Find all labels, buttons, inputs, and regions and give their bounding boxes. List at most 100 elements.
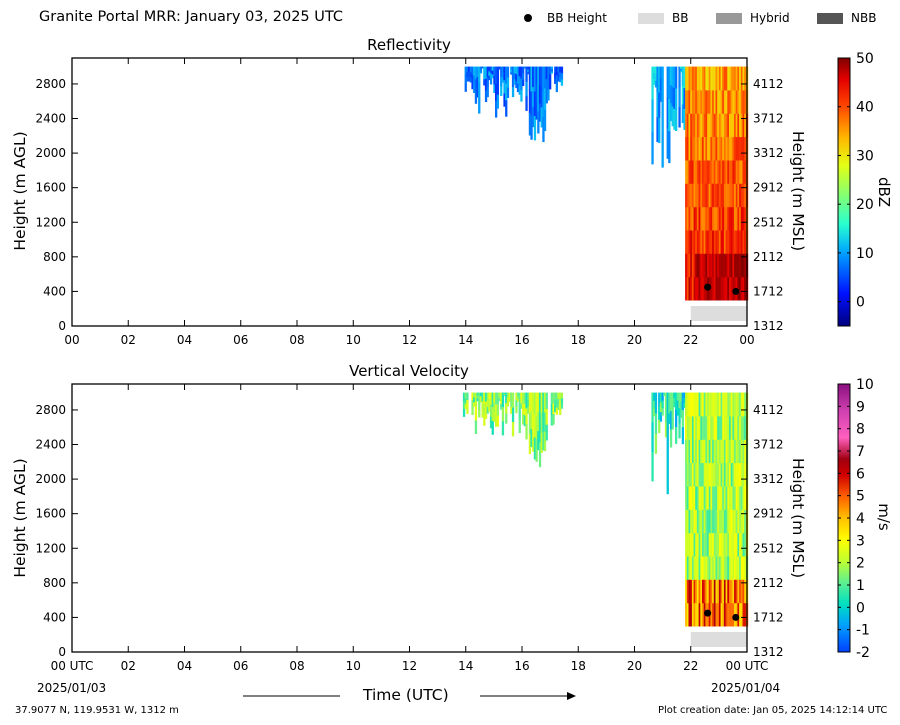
echo-cell (479, 70, 483, 74)
echo-cell (720, 579, 723, 604)
echo-cell (742, 136, 745, 161)
echo-cell (712, 509, 715, 534)
echo-cell (532, 431, 535, 452)
echo-cell (474, 66, 478, 80)
echo-cell (560, 392, 564, 399)
echo-cell (466, 66, 469, 72)
echo-cell (717, 462, 720, 487)
echo-cell (503, 93, 506, 107)
bb-swatch-icon (638, 12, 664, 24)
echo-cell (693, 392, 696, 417)
echo-cell (730, 253, 733, 278)
echo-cell (669, 84, 673, 104)
echo-cell (656, 66, 659, 93)
echo-cell (688, 392, 691, 417)
echo-cell (700, 160, 703, 184)
echo-cell (695, 230, 698, 254)
echo-cell (495, 66, 498, 84)
echo-cell (651, 422, 654, 452)
echo-cell (498, 66, 501, 68)
echo-cell (690, 602, 693, 627)
echo-cell (503, 393, 506, 395)
echo-cell (540, 412, 543, 433)
echo-cell (703, 416, 706, 440)
echo-cell (722, 90, 725, 114)
echo-cell (705, 416, 708, 440)
echo-cell (730, 392, 733, 417)
echo-cell (552, 403, 555, 415)
echo-cell (690, 160, 693, 184)
echo-cell (713, 276, 717, 301)
echo-cell (708, 160, 711, 184)
echo-cell (500, 398, 503, 405)
echo-cell (688, 183, 691, 208)
echo-cell (495, 415, 498, 427)
echo-cell (696, 556, 700, 580)
echo-cell (483, 392, 486, 404)
echo-cell (686, 439, 690, 464)
echo-cell (515, 66, 518, 75)
echo-cell (678, 407, 681, 424)
echo-cell (722, 462, 725, 487)
echo-cell (693, 160, 696, 184)
echo-cell (486, 76, 489, 88)
echo-cell (729, 602, 732, 627)
echo-cell (730, 160, 733, 184)
echo-cell (712, 416, 715, 440)
echo-cell (710, 416, 713, 440)
echo-cell (727, 66, 730, 91)
echo-cell (712, 532, 715, 557)
echo-cell (489, 392, 493, 405)
echo-cell (710, 439, 713, 464)
echo-cell (742, 230, 745, 254)
echo-cell (528, 66, 532, 90)
echo-cell (722, 532, 725, 557)
echo-cell (715, 160, 718, 184)
echo-cell (725, 136, 728, 161)
echo-cell (729, 183, 732, 208)
echo-cell (739, 462, 742, 487)
echo-cell (683, 87, 686, 109)
echo-cell (703, 392, 706, 417)
echo-cell (532, 412, 535, 433)
echo-cell (742, 509, 745, 534)
echo-cell (696, 66, 700, 91)
echo-cell (712, 183, 715, 208)
echo-cell (525, 423, 528, 440)
echo-cell (696, 160, 700, 184)
echo-cell (712, 230, 715, 254)
echo-cell (527, 399, 530, 407)
bb-height-dot-icon (524, 14, 532, 22)
echo-cell (729, 462, 732, 487)
echo-cell (498, 392, 501, 396)
echo-cell (495, 403, 498, 416)
echo-cell (685, 532, 688, 557)
echo-cell (702, 253, 705, 278)
echo-cell (718, 66, 722, 91)
echo-cell (707, 462, 710, 487)
echo-cell (700, 253, 703, 278)
echo-cell (744, 136, 747, 161)
echo-cell (675, 409, 678, 427)
echo-cell (722, 253, 725, 278)
echo-cell (554, 66, 557, 73)
echo-cell (729, 579, 732, 604)
echo-cell (486, 86, 489, 98)
echo-cell (464, 392, 467, 399)
echo-cell (725, 113, 728, 138)
x-tick-label: 22 (683, 659, 698, 673)
echo-cell (710, 462, 713, 487)
echo-cell (550, 66, 553, 70)
echo-cell (708, 486, 711, 510)
echo-cell (506, 401, 510, 407)
echo-cell (723, 183, 727, 208)
echo-cell (739, 509, 742, 534)
echo-cell (734, 253, 737, 278)
echo-cell (696, 253, 700, 278)
echo-cell (717, 276, 720, 301)
legend-item-hybrid: Hybrid (716, 11, 790, 25)
echo-cell (712, 253, 715, 278)
echo-cell (496, 392, 499, 405)
echo-cell (712, 602, 715, 627)
y2-tick-label: 2112 (753, 250, 784, 264)
